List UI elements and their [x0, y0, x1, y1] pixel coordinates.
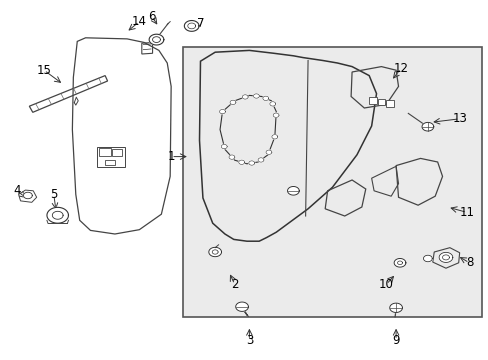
Polygon shape: [47, 207, 68, 223]
Polygon shape: [397, 261, 402, 265]
Text: 10: 10: [378, 278, 393, 291]
Polygon shape: [238, 160, 244, 165]
Text: 3: 3: [245, 334, 253, 347]
Polygon shape: [228, 155, 234, 159]
Polygon shape: [269, 102, 275, 106]
Polygon shape: [253, 94, 259, 98]
Polygon shape: [389, 303, 402, 312]
Text: 15: 15: [37, 64, 51, 77]
Polygon shape: [442, 255, 448, 260]
Polygon shape: [273, 113, 279, 117]
Polygon shape: [421, 122, 433, 131]
Bar: [105, 160, 115, 165]
Bar: [386, 100, 393, 107]
Polygon shape: [208, 247, 221, 257]
Polygon shape: [229, 100, 235, 104]
Text: 4: 4: [13, 184, 21, 197]
Text: 8: 8: [465, 256, 472, 269]
Text: 2: 2: [230, 278, 238, 291]
Bar: [183, 47, 481, 317]
Polygon shape: [149, 34, 163, 45]
Polygon shape: [248, 161, 254, 165]
Polygon shape: [184, 21, 199, 31]
Text: 11: 11: [459, 206, 473, 219]
Text: 7: 7: [196, 17, 204, 30]
Bar: [99, 148, 110, 156]
Polygon shape: [423, 255, 431, 262]
Text: 5: 5: [50, 188, 58, 201]
Bar: [377, 99, 385, 105]
Polygon shape: [187, 23, 195, 29]
Text: 1: 1: [167, 150, 175, 163]
Polygon shape: [219, 109, 225, 114]
Text: 13: 13: [451, 112, 466, 125]
Polygon shape: [52, 211, 63, 219]
Bar: [368, 97, 376, 104]
Polygon shape: [212, 250, 218, 254]
Bar: [112, 149, 122, 156]
Polygon shape: [287, 186, 299, 195]
Polygon shape: [438, 252, 452, 262]
Text: 14: 14: [132, 15, 146, 28]
Polygon shape: [265, 150, 271, 154]
Text: 9: 9: [391, 334, 399, 347]
Polygon shape: [23, 192, 32, 199]
Polygon shape: [258, 158, 264, 162]
Bar: [97, 147, 125, 167]
Polygon shape: [271, 135, 277, 139]
Text: 12: 12: [393, 62, 407, 75]
Text: 6: 6: [147, 10, 155, 23]
Polygon shape: [235, 302, 248, 311]
Polygon shape: [393, 258, 405, 267]
Polygon shape: [152, 37, 160, 42]
Polygon shape: [221, 144, 227, 149]
Polygon shape: [263, 96, 268, 100]
Polygon shape: [242, 95, 247, 99]
